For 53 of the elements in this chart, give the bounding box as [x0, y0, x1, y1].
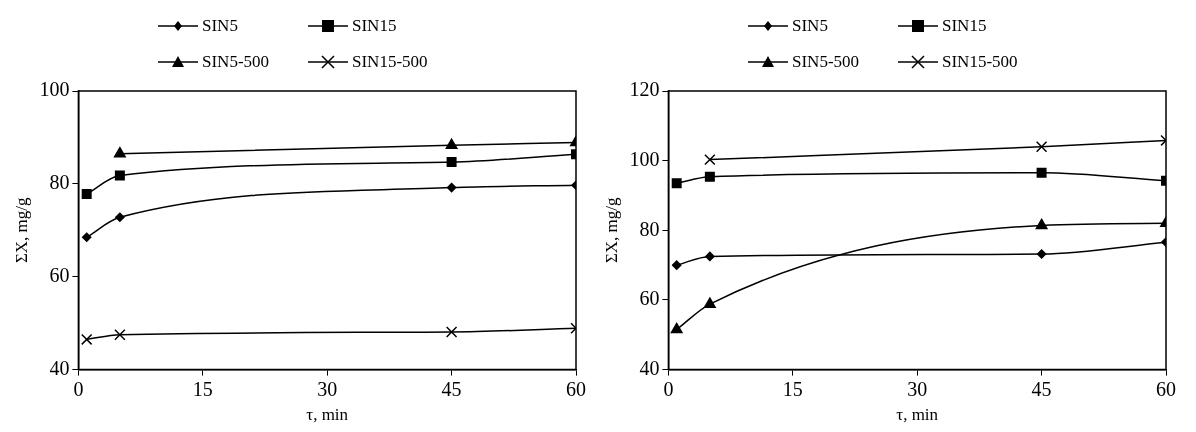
y-axis-title: ΣX, mg/g	[11, 196, 31, 264]
legend-label: SIN5	[792, 16, 828, 36]
point	[81, 189, 92, 200]
y-tick-label: 60	[49, 263, 70, 286]
x-tick-label: 15	[192, 377, 213, 400]
x-axis-title: τ, min	[306, 405, 349, 425]
y-tick-label: 80	[49, 171, 70, 194]
legend-label: SIN5	[202, 16, 238, 36]
point	[81, 232, 92, 243]
point	[703, 297, 716, 308]
legend-label: SIN5-500	[792, 52, 860, 72]
point	[115, 212, 125, 223]
legend-label: SIN15	[942, 16, 987, 36]
x-tick-label: 30	[907, 377, 928, 400]
x-tick-label: 0	[663, 377, 674, 400]
point	[80, 333, 93, 346]
point	[704, 153, 716, 166]
x-tick-label: 15	[782, 377, 803, 400]
legend-label: SIN15-500	[352, 52, 428, 72]
x-axis-title: τ, min	[896, 405, 939, 425]
x-tick-label: 30	[317, 377, 338, 400]
point	[446, 157, 457, 168]
point	[670, 322, 683, 334]
point	[1035, 141, 1048, 153]
y-tick-label: 40	[639, 356, 660, 379]
y-tick-label: 100	[629, 147, 660, 170]
point	[671, 260, 682, 270]
point	[1035, 218, 1048, 230]
x-tick-label: 0	[73, 377, 84, 400]
point	[1036, 167, 1047, 178]
y-tick-label: 80	[639, 217, 660, 240]
point	[446, 182, 457, 193]
point	[671, 178, 682, 189]
legend-label: SIN15-500	[942, 52, 1018, 72]
point	[445, 138, 458, 150]
point	[114, 329, 126, 341]
point	[114, 170, 125, 181]
point	[1036, 249, 1047, 259]
x-tick-label: 45	[441, 377, 462, 400]
point	[704, 171, 715, 182]
point	[445, 326, 458, 338]
legend-label: SIN5-500	[202, 52, 270, 72]
x-tick-label: 45	[1031, 377, 1052, 400]
x-tick-label: 60	[1156, 377, 1176, 400]
y-tick-label: 60	[639, 287, 660, 310]
legend-label: SIN15	[352, 16, 397, 36]
point	[705, 251, 715, 262]
y-tick-label: 120	[629, 78, 660, 101]
y-axis-title: ΣX, mg/g	[601, 196, 621, 264]
point	[113, 146, 126, 158]
y-tick-label: 100	[39, 78, 70, 101]
x-tick-label: 60	[566, 377, 586, 400]
y-tick-label: 40	[49, 356, 70, 379]
